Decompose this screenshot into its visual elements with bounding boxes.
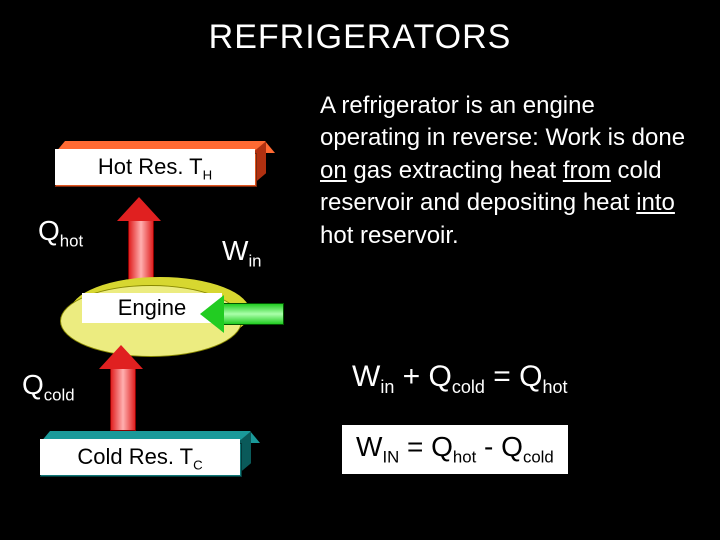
q-hot-sub: hot	[60, 232, 83, 251]
cold-reservoir-label: Cold Res. TC	[40, 439, 240, 475]
para-seg2: gas extracting heat	[347, 157, 563, 184]
eq2-q1-sub: hot	[453, 448, 476, 467]
eq1-q1: Q	[429, 360, 452, 393]
description-paragraph: A refrigerator is an engine operating in…	[320, 90, 700, 252]
hot-label-sub: H	[203, 167, 213, 182]
cold-label-text: Cold Res. T	[77, 444, 193, 469]
w-in-symbol: W	[222, 235, 248, 266]
q-cold-symbol: Q	[22, 369, 44, 400]
q-hot-symbol: Q	[38, 215, 60, 246]
w-in-arrow-head	[200, 295, 224, 333]
equation-2: WIN = Qhot - Qcold	[342, 425, 568, 474]
hot-label-text: Hot Res. T	[98, 154, 203, 179]
q-hot-arrow-head	[117, 197, 161, 221]
eq1-q1-sub: cold	[452, 377, 485, 397]
para-u3: into	[636, 189, 675, 216]
eq1-q2-sub: hot	[542, 377, 567, 397]
para-u1: on	[320, 157, 347, 184]
eq2-q1: Q	[431, 431, 453, 462]
eq1-eq: =	[485, 360, 519, 393]
eq2-w-sub: IN	[382, 448, 399, 467]
q-hot-arrow-body	[128, 219, 154, 283]
w-in-sub: in	[248, 252, 261, 271]
eq1-q2: Q	[519, 360, 542, 393]
para-u2: from	[563, 157, 611, 184]
refrigerator-diagram: Hot Res. TH Qhot Engine Win Qcold Cold R…	[0, 105, 320, 525]
hot-reservoir-label: Hot Res. TH	[55, 149, 255, 185]
eq2-q2: Q	[501, 431, 523, 462]
cold-label-sub: C	[193, 457, 203, 472]
q-cold-label: Qcold	[22, 369, 75, 406]
para-seg4: hot reservoir.	[320, 222, 459, 249]
w-in-arrow-body	[222, 303, 284, 325]
q-cold-arrow-body	[110, 367, 136, 431]
eq2-eq: =	[399, 431, 431, 462]
eq1-w-sub: in	[380, 377, 394, 397]
eq1-w: W	[352, 360, 380, 393]
q-cold-sub: cold	[44, 386, 75, 405]
para-seg1: A refrigerator is an engine operating in…	[320, 92, 685, 151]
page-title: REFRIGERATORS	[0, 18, 720, 57]
w-in-label: Win	[222, 235, 262, 272]
q-cold-arrow-head	[99, 345, 143, 369]
eq1-plus: +	[394, 360, 428, 393]
q-hot-label: Qhot	[38, 215, 83, 252]
eq2-w: W	[356, 431, 382, 462]
eq2-minus: -	[476, 431, 501, 462]
equation-1: Win + Qcold = Qhot	[352, 360, 568, 398]
eq2-q2-sub: cold	[523, 448, 554, 467]
